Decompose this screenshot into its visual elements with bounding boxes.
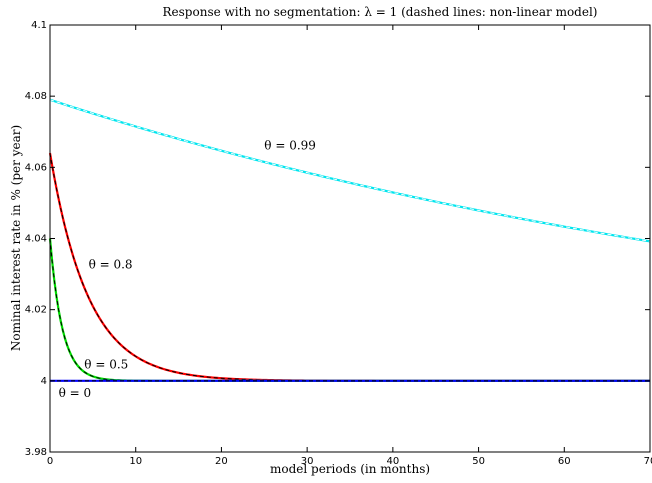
y-tick-label: 4.06 xyxy=(25,162,47,173)
y-tick-label: 3.98 xyxy=(25,447,47,458)
x-tick-label: 70 xyxy=(644,456,652,467)
y-axis-label: Nominal interest rate in % (per year) xyxy=(9,125,23,351)
series-layer xyxy=(48,98,651,382)
theta-annotation: θ = 0.8 xyxy=(89,258,133,272)
axis-layer: 0 10 20 30 40 50 60 70 3.98 4 4.02 4.04 4.06 4.08 4.1 xyxy=(25,20,652,467)
theta-annotation: θ = 0.5 xyxy=(84,357,128,371)
x-tick-label: 50 xyxy=(472,456,485,467)
y-tick-label: 4.02 xyxy=(25,305,47,316)
x-tick-label: 40 xyxy=(386,456,399,467)
x-tick-label: 10 xyxy=(129,456,142,467)
y-tick-label: 4.04 xyxy=(25,234,47,245)
theta-annotation: θ = 0.99 xyxy=(264,139,316,153)
y-tick-label: 4 xyxy=(41,376,47,387)
chart-title: Response with no segmentation: λ = 1 (da… xyxy=(163,5,598,19)
y-tick-label: 4.1 xyxy=(31,20,47,31)
annotation-layer: θ = 0.99 θ = 0.8 θ = 0.5 θ = 0 xyxy=(59,139,316,400)
x-tick-label: 0 xyxy=(47,456,53,467)
x-tick-label: 20 xyxy=(215,456,228,467)
x-axis-label: model periods (in months) xyxy=(270,462,430,476)
y-tick-label: 4.08 xyxy=(25,91,47,102)
theta-annotation: θ = 0 xyxy=(59,386,92,400)
series-dashed-theta-0.99 xyxy=(49,99,651,242)
plot-area xyxy=(50,25,650,452)
x-tick-label: 30 xyxy=(301,456,314,467)
x-tick-label: 60 xyxy=(558,456,571,467)
